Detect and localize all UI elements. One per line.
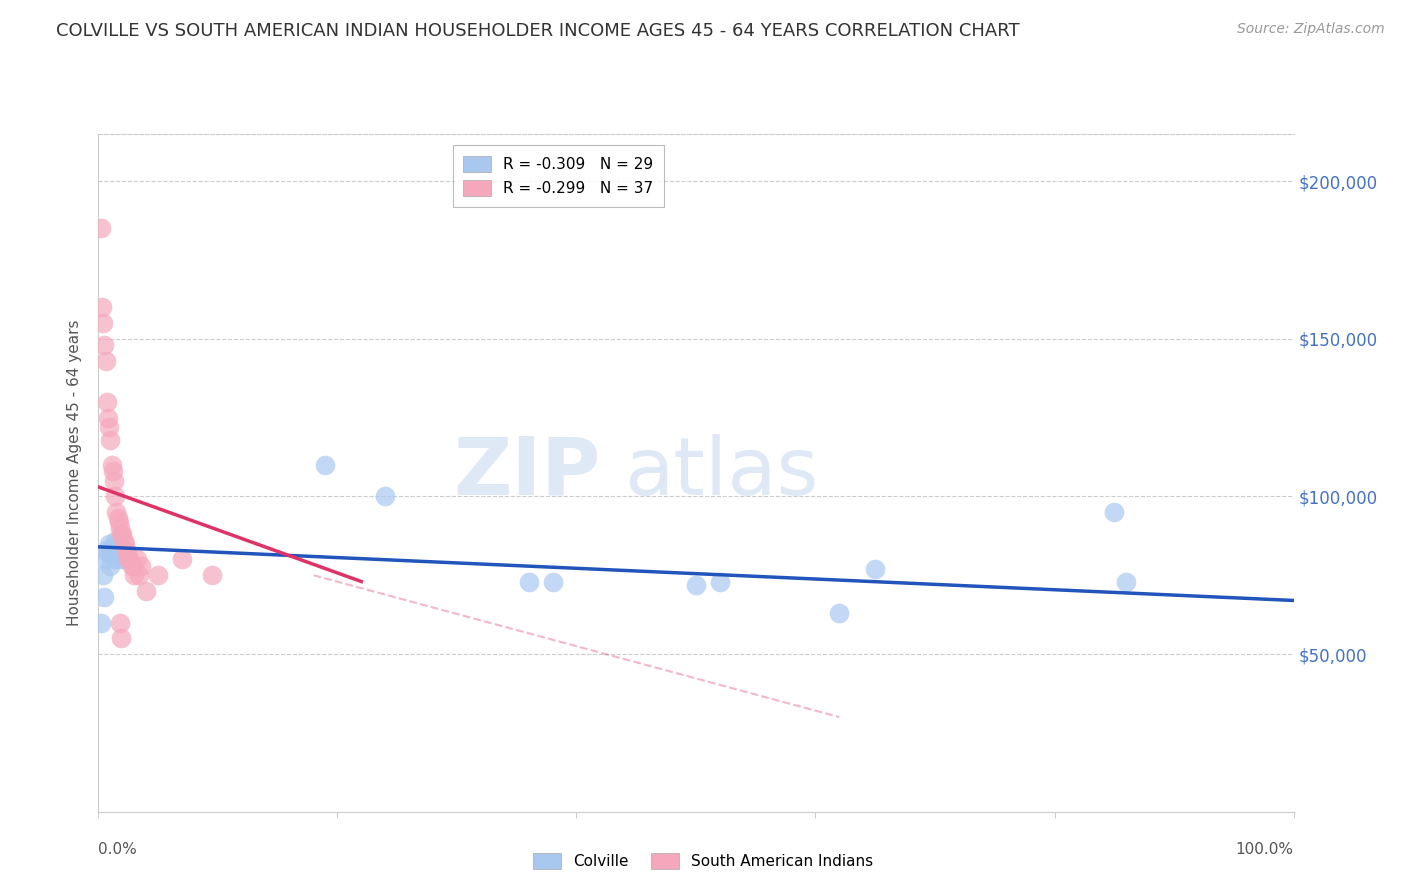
Point: [121, 558, 143, 573]
Point: [98, 420, 121, 434]
Point: [101, 464, 124, 478]
Point: [111, 527, 134, 541]
Point: [111, 543, 134, 558]
Point: [91, 316, 114, 330]
Point: [517, 574, 540, 589]
Text: Source: ZipAtlas.com: Source: ZipAtlas.com: [1237, 22, 1385, 37]
Legend: Colville, South American Indians: Colville, South American Indians: [527, 847, 879, 875]
Point: [107, 546, 129, 560]
Point: [124, 568, 146, 582]
Point: [105, 543, 128, 558]
Point: [131, 558, 153, 573]
Point: [201, 568, 224, 582]
Point: [863, 562, 887, 576]
Point: [100, 546, 122, 560]
Text: 0.0%: 0.0%: [98, 842, 138, 857]
Text: COLVILLE VS SOUTH AMERICAN INDIAN HOUSEHOLDER INCOME AGES 45 - 64 YEARS CORRELAT: COLVILLE VS SOUTH AMERICAN INDIAN HOUSEH…: [56, 22, 1019, 40]
Point: [93, 338, 115, 352]
Point: [112, 552, 135, 566]
Point: [135, 584, 157, 599]
Point: [128, 568, 150, 582]
Point: [110, 632, 132, 646]
Point: [172, 552, 194, 566]
Point: [104, 533, 127, 548]
Point: [108, 521, 131, 535]
Point: [91, 300, 114, 314]
Point: [108, 615, 131, 630]
Point: [98, 537, 121, 551]
Text: 100.0%: 100.0%: [1236, 842, 1294, 857]
Point: [118, 552, 141, 566]
Point: [685, 577, 707, 591]
Point: [101, 540, 124, 554]
Point: [103, 474, 125, 488]
Point: [1102, 505, 1125, 519]
Point: [98, 558, 122, 573]
Point: [96, 394, 118, 409]
Point: [315, 458, 337, 472]
Point: [148, 568, 170, 582]
Text: ZIP: ZIP: [453, 434, 600, 512]
Point: [104, 490, 127, 504]
Point: [107, 511, 129, 525]
Point: [117, 552, 139, 566]
Point: [114, 537, 136, 551]
Legend: R = -0.309   N = 29, R = -0.299   N = 37: R = -0.309 N = 29, R = -0.299 N = 37: [453, 145, 664, 207]
Y-axis label: Householder Income Ages 45 - 64 years: Householder Income Ages 45 - 64 years: [67, 319, 83, 626]
Point: [112, 533, 135, 548]
Point: [828, 606, 851, 620]
Point: [1115, 574, 1137, 589]
Point: [98, 433, 122, 447]
Point: [97, 546, 120, 560]
Point: [541, 574, 564, 589]
Point: [122, 558, 145, 573]
Point: [93, 591, 115, 605]
Point: [108, 552, 131, 566]
Point: [110, 537, 132, 551]
Point: [115, 546, 138, 560]
Point: [374, 490, 396, 504]
Point: [90, 615, 112, 630]
Point: [103, 552, 125, 566]
Text: atlas: atlas: [624, 434, 818, 512]
Point: [107, 515, 129, 529]
Point: [91, 568, 114, 582]
Point: [105, 505, 128, 519]
Point: [97, 410, 120, 425]
Point: [94, 552, 117, 566]
Point: [110, 527, 132, 541]
Point: [100, 458, 122, 472]
Point: [107, 537, 129, 551]
Point: [90, 221, 112, 235]
Point: [125, 552, 148, 566]
Point: [709, 574, 731, 589]
Point: [96, 543, 118, 558]
Point: [94, 354, 117, 368]
Point: [115, 543, 138, 558]
